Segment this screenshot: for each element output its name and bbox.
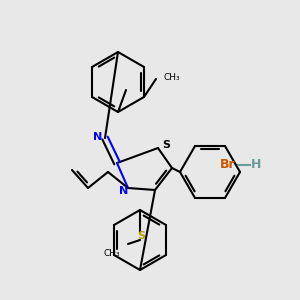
- Text: S: S: [137, 231, 145, 241]
- Text: Br: Br: [220, 158, 236, 172]
- Text: N: N: [119, 186, 129, 196]
- Text: S: S: [162, 140, 170, 150]
- Text: H: H: [251, 158, 261, 172]
- Text: N: N: [93, 132, 103, 142]
- Text: CH₃: CH₃: [164, 73, 181, 82]
- Text: CH₃: CH₃: [104, 250, 120, 259]
